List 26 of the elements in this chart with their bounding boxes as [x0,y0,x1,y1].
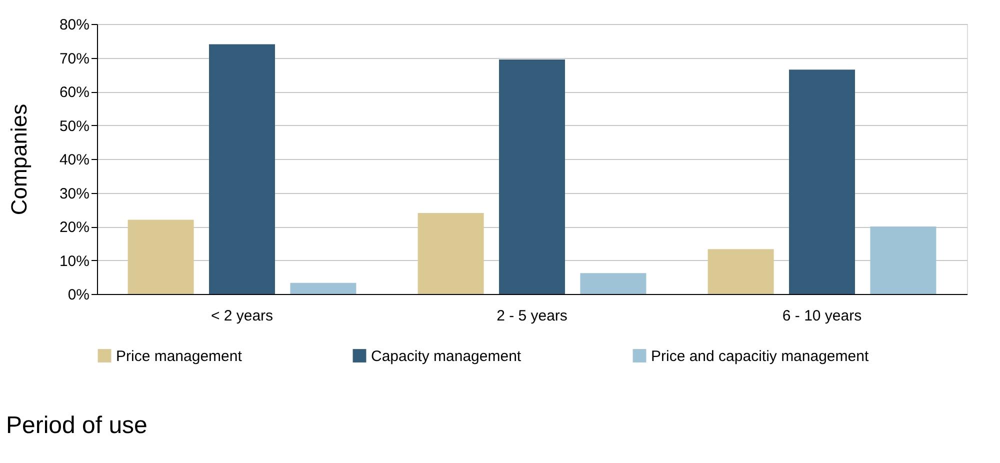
y-tick-label: 70% [59,50,90,68]
y-tick-label: 40% [59,152,90,168]
y-tick-label: 80% [59,16,90,34]
bar [789,70,855,294]
x-tick-label: < 2 years [210,308,274,324]
bar [870,226,936,294]
bar [580,273,646,294]
legend-label: Price management [116,348,243,365]
y-tick-label: 60% [59,84,90,101]
y-axis-title: Companies [6,104,32,216]
y-tick-label: 50% [59,118,90,135]
y-tick-label: 0% [68,286,90,304]
x-tick-label: 2 - 5 years [496,308,568,324]
bar [209,44,275,294]
x-axis-title: Period of use [6,412,148,439]
bar [499,59,565,294]
legend-label: Price and capacitiy management [651,348,870,365]
legend-label: Capacity management [371,348,522,365]
bar [418,213,484,294]
y-tick-label: 20% [59,219,90,236]
y-tick-label: 10% [59,252,90,270]
bar [128,220,194,294]
bar [290,282,356,294]
y-tick-label: 30% [59,185,90,202]
x-tick-label: 6 - 10 years [782,308,862,324]
bar [708,249,774,294]
